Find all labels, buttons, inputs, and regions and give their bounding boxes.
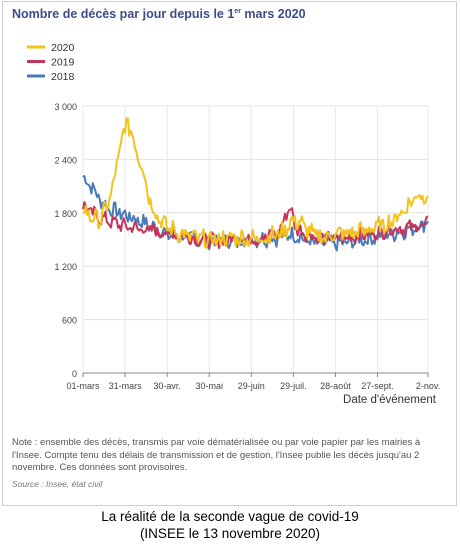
y-tick-label: 1 800	[54, 209, 77, 219]
legend-label-2019: 2019	[51, 57, 75, 69]
chart-title: Nombre de décès par jour depuis le 1er m…	[12, 7, 306, 21]
y-tick-label: 1 200	[54, 262, 77, 272]
legend-label-2020: 2020	[51, 42, 75, 54]
x-tick-label: 01-mars	[66, 381, 100, 391]
chart-legend: 2020 2019 2018	[27, 42, 75, 83]
x-tick-label: 29-juin	[238, 381, 265, 391]
caption-line-2: (INSEE le 13 novembre 2020)	[139, 526, 321, 541]
line-chart: 0 600 1 200 1 800 2 400 3 000 01-mars 31-mars 3…	[27, 42, 440, 406]
x-tick-label: 31-mars	[109, 381, 143, 391]
chart-source: Source : Insee, état civil	[12, 479, 103, 489]
y-tick-label: 3 000	[54, 102, 77, 112]
y-tick-label: 600	[62, 316, 77, 326]
y-tick-label: 2 400	[54, 155, 77, 165]
x-axis-label: Date d'événement	[343, 394, 437, 406]
series-line-2018	[82, 175, 429, 252]
legend-label-2018: 2018	[51, 71, 75, 83]
caption-line-1: La réalité de la seconde vague de covid-…	[101, 509, 359, 524]
x-tick-label: 30-avr.	[153, 381, 181, 391]
x-tick-label: 29-juil.	[280, 381, 307, 391]
x-tick-label: 27-sept.	[361, 381, 394, 391]
x-tick-label: 28-août	[320, 381, 351, 391]
series-lines	[82, 117, 429, 252]
series-line-2020	[82, 117, 429, 249]
x-tick-label: 30-mai	[195, 381, 223, 391]
chart-note: Note : ensemble des décès, transmis par …	[12, 437, 421, 473]
y-axis-ticks: 0 600 1 200 1 800 2 400 3 000	[54, 102, 77, 379]
x-axis-ticks: 01-mars 31-mars 30-avr. 30-mai 29-juin 29-jui…	[66, 373, 440, 391]
x-tick-label: 2-nov.	[416, 381, 440, 391]
y-tick-label: 0	[72, 369, 77, 379]
chart-card	[2, 1, 457, 506]
